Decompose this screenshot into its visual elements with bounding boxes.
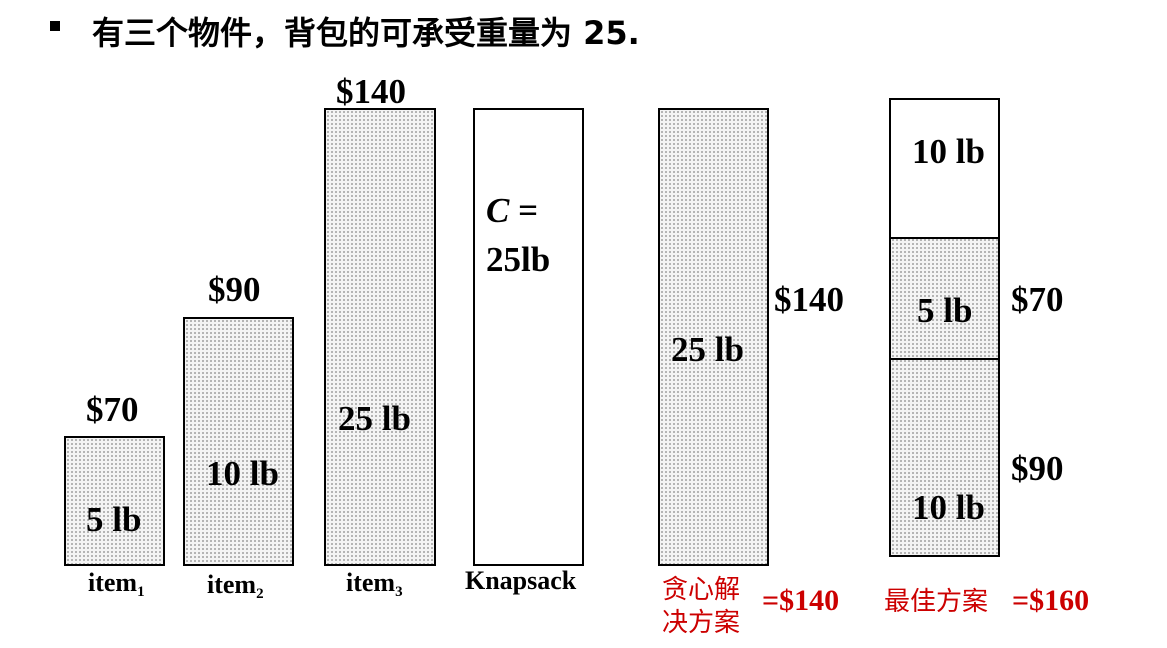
bullet-square-icon: [50, 21, 60, 31]
best-divider-lower: [891, 358, 998, 360]
item1-price: $70: [86, 390, 139, 429]
item1-box: [64, 436, 165, 566]
greedy-caption-line2: 决方案: [662, 607, 741, 638]
item2-price: $90: [208, 270, 261, 309]
best-segment-top: [891, 100, 998, 238]
item3-weight: 25 lb: [338, 399, 411, 438]
greedy-solution-box: [658, 108, 769, 566]
knapsack-capacity-equation: C =: [486, 191, 539, 230]
item3-box: [324, 108, 436, 566]
item1-weight: 5 lb: [86, 500, 142, 539]
item2-box: [183, 317, 294, 566]
item2-weight: 10 lb: [206, 454, 279, 493]
best-segment1-weight: 10 lb: [912, 132, 985, 171]
slide-heading: 有三个物件，背包的可承受重量为 25.: [92, 14, 640, 52]
best-segment-middle: [891, 238, 998, 359]
item3-price: $140: [336, 72, 406, 111]
greedy-solution-price: $140: [774, 280, 844, 319]
best-total: =$160: [1012, 584, 1090, 617]
item1-label: item1: [88, 568, 145, 600]
item2-label: item2: [207, 570, 264, 602]
best-segment2-price: $70: [1011, 280, 1064, 319]
item3-label: item3: [346, 568, 403, 600]
best-solution-box: [889, 98, 1000, 557]
knapsack-box: [473, 108, 584, 566]
best-caption: 最佳方案: [884, 587, 989, 617]
best-divider-upper: [891, 237, 998, 239]
greedy-caption: 贪心解 决方案: [662, 574, 740, 639]
knapsack-capacity-value: 25lb: [486, 240, 551, 279]
greedy-total: =$140: [762, 584, 840, 617]
best-segment3-weight: 10 lb: [912, 488, 985, 527]
knapsack-label: Knapsack: [465, 566, 577, 595]
best-segment2-weight: 5 lb: [917, 291, 973, 330]
greedy-caption-line1: 贪心解: [662, 575, 741, 605]
best-segment3-price: $90: [1011, 449, 1064, 488]
best-segment-bottom: [891, 359, 998, 555]
greedy-solution-weight: 25 lb: [671, 330, 744, 369]
